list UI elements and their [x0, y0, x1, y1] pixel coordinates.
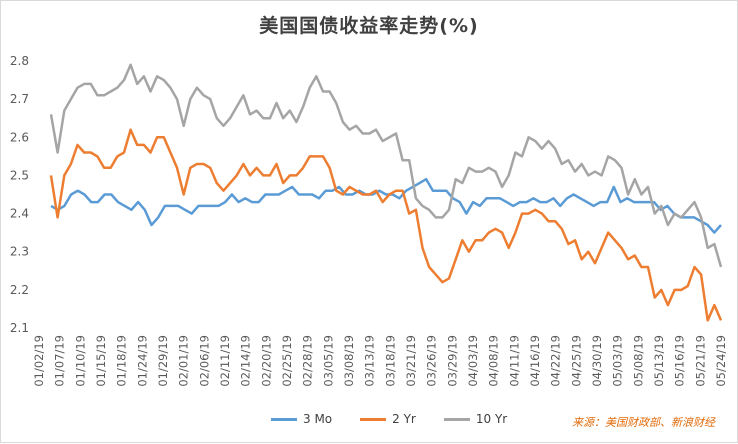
legend-item-2yr: 2 Yr: [360, 412, 416, 426]
x-tick-label: 04/08/19: [487, 335, 501, 387]
y-tick-label: 2.6: [10, 130, 29, 144]
x-tick-label: 04/16/19: [528, 335, 542, 387]
series-line-10yr: [49, 63, 723, 268]
x-tick-label: 02/14/19: [239, 335, 253, 387]
x-tick-label: 05/08/19: [631, 335, 645, 387]
x-tick-label: 04/11/19: [507, 335, 521, 387]
source-note: 来源：美国财政部、新浪财经: [572, 416, 715, 429]
x-tick-label: 01/24/19: [135, 335, 149, 387]
y-tick-label: 2.5: [10, 168, 29, 182]
y-tick-label: 2.4: [10, 207, 29, 221]
x-tick-label: 02/25/19: [280, 335, 294, 387]
y-tick-label: 2.7: [10, 92, 29, 106]
x-tick-label: 05/13/19: [652, 335, 666, 387]
x-tick-label: 03/08/19: [342, 335, 356, 387]
legend-swatch-3mo: [271, 417, 297, 421]
x-tick-label: 03/05/19: [321, 335, 335, 387]
x-tick-label: 01/29/19: [156, 335, 170, 387]
legend-label-3mo: 3 Mo: [303, 412, 333, 426]
legend: 3 Mo 2 Yr 10 Yr: [271, 412, 507, 426]
series-line-2yr: [49, 128, 723, 322]
x-tick-label: 05/16/19: [673, 335, 687, 387]
x-tick-label: 05/21/19: [693, 335, 707, 387]
x-tick-label: 02/20/19: [259, 335, 273, 387]
legend-swatch-2yr: [360, 417, 387, 421]
x-tick-label: 04/25/19: [569, 335, 583, 387]
x-tick-label: 03/29/19: [445, 335, 459, 387]
legend-item-3mo: 3 Mo: [271, 412, 332, 426]
x-tick-label: 02/11/19: [218, 335, 232, 387]
y-tick-label: 2.3: [10, 245, 29, 259]
x-tick-label: 04/03/19: [466, 335, 480, 387]
legend-swatch-10yr: [443, 417, 470, 421]
x-tick-label: 01/15/19: [94, 335, 108, 387]
x-tick-label: 02/01/19: [177, 335, 191, 387]
x-tick-label: 01/10/19: [73, 335, 87, 387]
x-tick-label: 04/30/19: [590, 335, 604, 387]
x-tick-label: 01/02/19: [32, 335, 46, 387]
legend-item-10yr: 10 Yr: [443, 412, 508, 426]
legend-label-10yr: 10 Yr: [475, 412, 508, 426]
x-tick-label: 02/06/19: [197, 335, 211, 387]
y-tick-label: 2.1: [10, 321, 29, 335]
x-tick-label: 03/21/19: [404, 335, 418, 387]
y-tick-label: 2.8: [10, 54, 29, 68]
legend-label-2yr: 2 Yr: [392, 412, 416, 426]
x-tick-label: 04/22/19: [549, 335, 563, 387]
x-tick-label: 03/18/19: [383, 335, 397, 387]
chart-title: 美国国债收益率走势(%): [259, 15, 479, 37]
x-tick-label: 05/03/19: [611, 335, 625, 387]
x-tick-label: 03/13/19: [363, 335, 377, 387]
x-tick-label: 05/24/19: [714, 335, 728, 387]
x-tick-label: 03/26/19: [425, 335, 439, 387]
x-tick-label: 01/18/19: [115, 335, 129, 387]
series-line-3mo: [50, 177, 722, 234]
x-tick-label: 01/07/19: [53, 335, 67, 387]
y-tick-label: 2.2: [10, 283, 29, 297]
x-tick-label: 02/28/19: [301, 335, 315, 387]
